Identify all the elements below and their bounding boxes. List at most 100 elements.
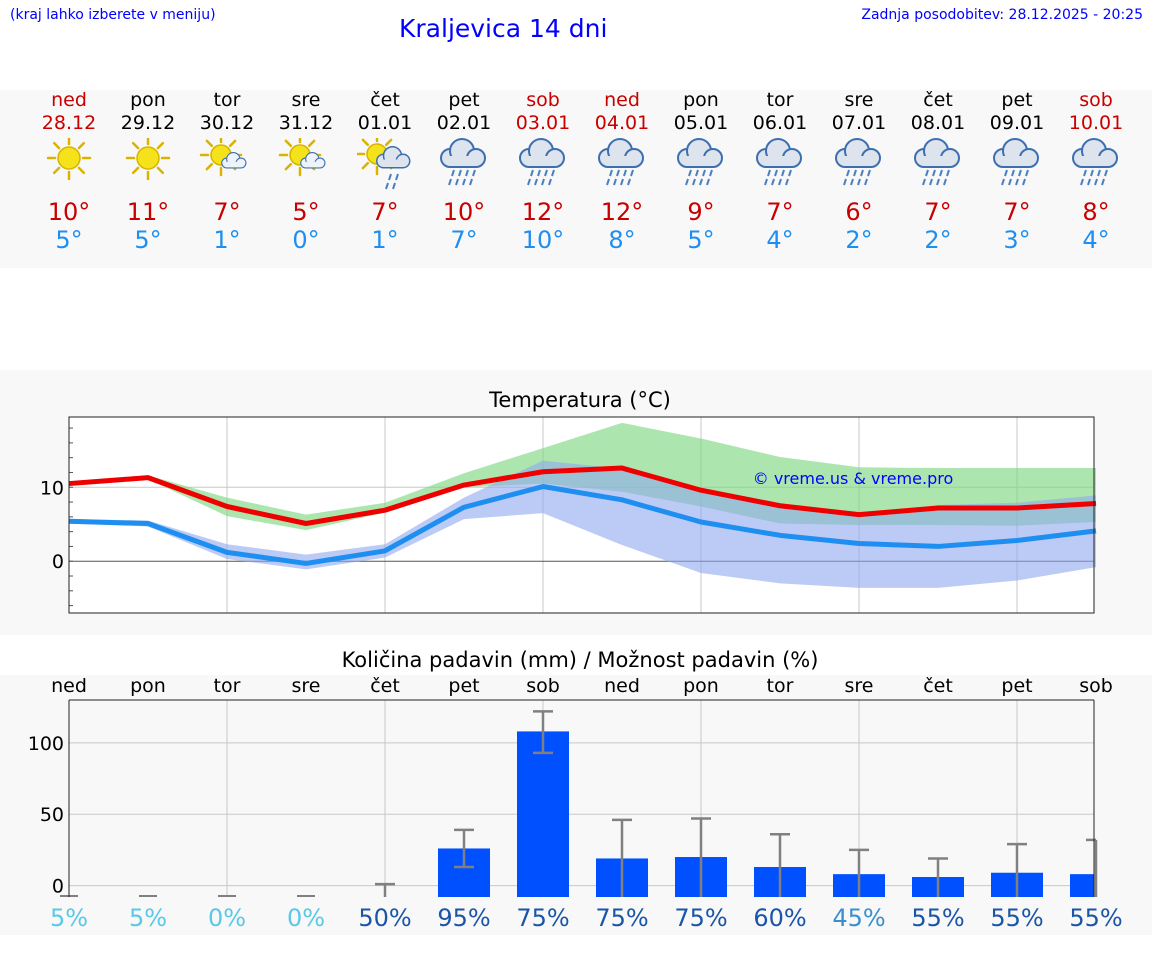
sun-ray	[77, 166, 86, 175]
day-date: 31.12	[278, 112, 334, 134]
rain-drop	[1080, 178, 1084, 186]
precip-day-label: pet	[1001, 675, 1033, 697]
rain-drop	[1094, 178, 1098, 186]
precip-day-label: tor	[766, 675, 794, 697]
day-name: ned	[51, 89, 87, 111]
temp-min: 4°	[1082, 226, 1110, 254]
rain-drop	[606, 178, 610, 186]
cloud-shape	[598, 138, 644, 168]
sun-ray	[307, 139, 316, 148]
precip-day-label: sob	[526, 675, 560, 697]
day-name: sre	[844, 89, 874, 111]
sun-ray	[131, 166, 140, 175]
sun-ray	[361, 161, 370, 170]
temp-max: 6°	[845, 198, 873, 226]
precip-day-label: ned	[51, 675, 87, 697]
cloud-rain-icon	[677, 138, 723, 186]
day-date: 02.01	[436, 112, 492, 134]
day-name: čet	[370, 89, 400, 111]
temp-min: 3°	[1003, 226, 1031, 254]
sun-ray	[284, 139, 293, 148]
sun-ray	[205, 139, 214, 148]
sun-ray	[131, 141, 140, 150]
cloud-rain-icon	[914, 138, 960, 186]
cloud-shape	[835, 138, 881, 168]
rain-drop	[850, 178, 854, 186]
precip-probability: 5%	[49, 904, 89, 932]
precip-probability: 75%	[595, 904, 649, 932]
precip-chart-title: Količina padavin (mm) / Možnost padavin …	[341, 648, 819, 672]
rain-drop	[1083, 169, 1087, 177]
temp-max: 12°	[600, 198, 644, 226]
day-name: pon	[130, 89, 166, 111]
temp-max: 7°	[766, 198, 794, 226]
cloud-rain-icon	[756, 138, 802, 186]
rain-drop	[1104, 169, 1108, 177]
day-date: 28.12	[41, 112, 97, 134]
rain-drop	[778, 178, 782, 186]
sun-ray	[52, 141, 61, 150]
rain-drop	[623, 169, 627, 177]
precip-probability: 60%	[753, 904, 807, 932]
day-date: 07.01	[831, 112, 887, 134]
day-name: pet	[448, 89, 480, 111]
day-name: čet	[923, 89, 953, 111]
temp-max: 8°	[1082, 198, 1110, 226]
rain-drop	[392, 182, 396, 190]
rain-drop	[472, 169, 476, 177]
sun-cloud-icon	[199, 138, 247, 177]
precip-probability: 0%	[207, 904, 247, 932]
rain-drop	[469, 178, 473, 186]
precip-probability: 55%	[1069, 904, 1123, 932]
day-date: 08.01	[910, 112, 966, 134]
precip-day-label: sre	[291, 675, 321, 697]
day-date: 05.01	[673, 112, 729, 134]
rain-drop	[458, 169, 462, 177]
rain-drop	[534, 178, 538, 186]
cloud-shape	[756, 138, 802, 168]
precip-probability: 45%	[832, 904, 886, 932]
precip-day-label: sre	[844, 675, 874, 697]
rain-drop	[925, 169, 929, 177]
rain-drop	[939, 169, 943, 177]
temp-min: 1°	[371, 226, 399, 254]
precip-probability: 95%	[437, 904, 491, 932]
cloud-rain-icon	[835, 138, 881, 186]
rain-drop	[929, 178, 933, 186]
precip-day-label: ned	[604, 675, 640, 697]
temp-min: 8°	[608, 226, 636, 254]
cloud-rain-icon	[519, 138, 565, 186]
rain-drop	[685, 178, 689, 186]
rain-drop	[771, 178, 775, 186]
sun-icon	[46, 138, 92, 181]
temp-min: 5°	[55, 226, 83, 254]
rain-drop	[1004, 169, 1008, 177]
rain-drop	[465, 169, 469, 177]
rain-drop	[788, 169, 792, 177]
cloud-shape	[677, 138, 723, 168]
rain-drop	[1090, 169, 1094, 177]
day-date: 30.12	[199, 112, 255, 134]
rain-drop	[936, 178, 940, 186]
temp-min: 5°	[687, 226, 715, 254]
rain-drop	[537, 169, 541, 177]
cloud-shape	[519, 138, 565, 168]
day-name: sob	[1079, 89, 1113, 111]
rain-drop	[1001, 178, 1005, 186]
last-update: Zadnja posodobitev: 28.12.2025 - 20:25	[861, 7, 1143, 23]
rain-drop	[843, 178, 847, 186]
rain-drop	[613, 178, 617, 186]
rain-drop	[616, 169, 620, 177]
rain-drop	[544, 169, 548, 177]
rain-drop	[448, 178, 452, 186]
day-name: tor	[766, 89, 794, 111]
cloud-shape	[1072, 138, 1118, 168]
rain-drop	[764, 178, 768, 186]
rain-drop	[767, 169, 771, 177]
rain-drop	[922, 178, 926, 186]
rain-drop	[864, 178, 868, 186]
cloud-shape	[376, 146, 411, 169]
temp-max: 12°	[521, 198, 565, 226]
rain-drop	[932, 169, 936, 177]
rain-drop	[1018, 169, 1022, 177]
